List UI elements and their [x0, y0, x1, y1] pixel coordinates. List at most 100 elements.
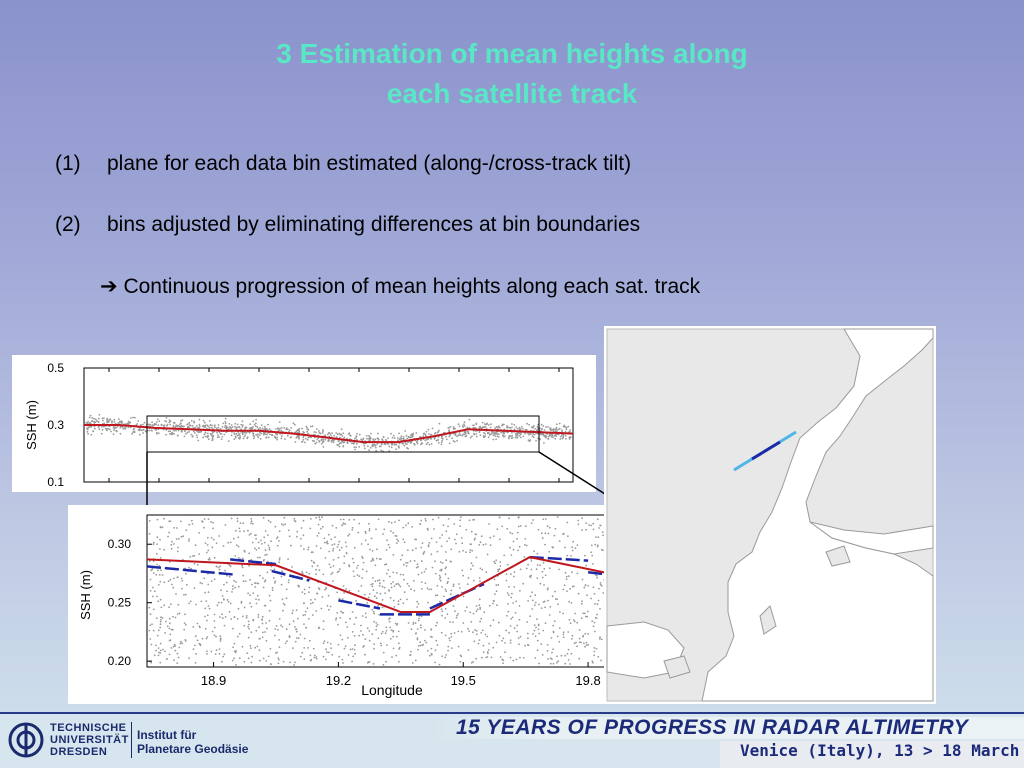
scatter-point: [554, 428, 557, 431]
scatter-point: [513, 424, 516, 426]
scatter-point: [475, 629, 478, 632]
scatter-point: [207, 558, 210, 561]
scatter-point: [477, 642, 480, 645]
scatter-point: [361, 568, 364, 571]
y-axis-label: SSH (m): [24, 400, 39, 450]
scatter-point: [336, 571, 339, 574]
scatter-point: [461, 569, 464, 572]
scatter-point: [541, 576, 544, 579]
scatter-point: [242, 522, 245, 525]
scatter-point: [383, 443, 386, 445]
scatter-point: [306, 428, 309, 431]
scatter-point: [315, 441, 318, 444]
scatter-point: [530, 568, 533, 571]
scatter-point: [337, 440, 340, 443]
scatter-point: [399, 573, 402, 576]
scatter-point: [362, 633, 364, 636]
scatter-point: [300, 537, 302, 540]
scatter-point: [226, 426, 229, 429]
scatter-point: [460, 655, 463, 658]
scatter-point: [172, 586, 175, 589]
scatter-point: [234, 435, 237, 438]
scatter-point: [475, 633, 478, 636]
scatter-point: [510, 596, 513, 599]
scatter-point: [538, 632, 541, 635]
scatter-point: [262, 559, 265, 562]
scatter-point: [299, 655, 302, 658]
scatter-point: [313, 654, 316, 657]
scatter-point: [570, 602, 573, 604]
scatter-point: [497, 621, 500, 624]
scatter-point: [329, 434, 332, 436]
scatter-point: [249, 602, 252, 605]
scatter-point: [527, 632, 529, 635]
scatter-point: [374, 595, 376, 598]
scatter-point: [569, 663, 571, 665]
scatter-point: [552, 631, 555, 634]
scatter-point: [170, 628, 173, 631]
scatter-point: [445, 551, 447, 553]
scatter-point: [241, 566, 244, 569]
scatter-point: [176, 662, 179, 664]
scatter-point: [558, 627, 561, 629]
scatter-point: [338, 655, 341, 658]
scatter-point: [308, 639, 311, 642]
scatter-point: [496, 528, 499, 530]
bin-segment: [271, 569, 310, 582]
scatter-point: [459, 525, 461, 527]
scatter-point: [192, 427, 195, 429]
scatter-point: [271, 589, 274, 592]
scatter-point: [430, 438, 433, 440]
scatter-point: [306, 438, 309, 441]
scatter-point: [524, 644, 526, 647]
scatter-point: [151, 595, 154, 598]
scatter-point: [169, 578, 172, 581]
scatter-point: [479, 567, 482, 570]
scatter-point: [163, 581, 166, 584]
scatter-point: [390, 432, 392, 435]
scatter-point: [583, 642, 585, 645]
scatter-point: [441, 610, 444, 613]
scatter-point: [177, 434, 179, 437]
scatter-point: [564, 426, 566, 428]
scatter-point: [436, 621, 438, 624]
detail-chart-svg: 18.9 19.2 19.5 19.8 0.300.250.20 SSH (m) Lo…: [78, 514, 639, 698]
scatter-point: [410, 588, 412, 591]
scatter-point: [382, 579, 385, 582]
scatter-point: [155, 552, 158, 555]
scatter-point: [86, 430, 89, 433]
y-tick-label: 0.20: [108, 654, 132, 668]
scatter-point: [399, 558, 402, 561]
scatter-point: [512, 540, 515, 543]
scatter-point: [283, 427, 286, 429]
scatter-point: [228, 425, 231, 428]
scatter-point: [155, 617, 158, 620]
scatter-point: [169, 433, 172, 436]
scatter-point: [551, 658, 553, 661]
scatter-point: [515, 658, 518, 661]
scatter-point: [332, 559, 335, 561]
scatter-point: [402, 436, 405, 438]
scatter-point: [215, 542, 218, 544]
scatter-point: [407, 522, 410, 525]
scatter-point: [294, 626, 296, 628]
scatter-point: [553, 620, 556, 623]
scatter-point: [403, 541, 406, 544]
scatter-point: [365, 570, 368, 573]
scatter-point: [230, 427, 233, 430]
scatter-point: [215, 565, 218, 568]
scatter-point: [287, 529, 290, 532]
scatter-point: [454, 538, 456, 541]
scatter-point: [448, 430, 451, 433]
scatter-point: [437, 516, 440, 519]
scatter-point: [580, 602, 583, 605]
scatter-point: [587, 585, 589, 587]
scatter-point: [342, 432, 345, 435]
scatter-point: [337, 444, 339, 446]
scatter-point: [93, 422, 96, 424]
scatter-point: [532, 436, 535, 439]
scatter-point: [371, 445, 374, 447]
scatter-point: [218, 535, 221, 537]
scatter-point: [250, 520, 253, 523]
scatter-point: [208, 557, 211, 559]
